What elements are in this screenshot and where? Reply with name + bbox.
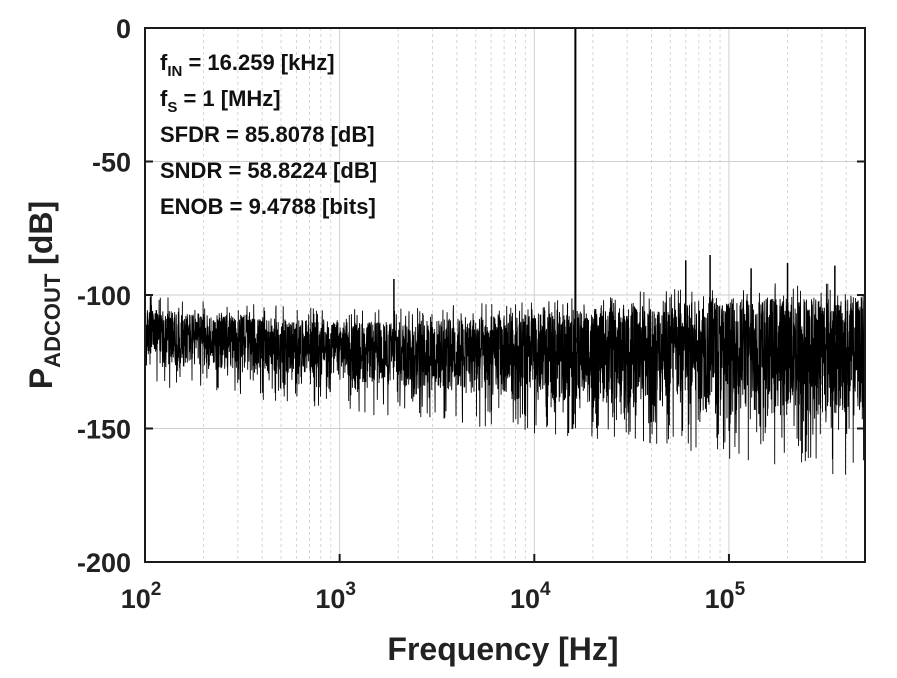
x-axis-ticks: 102 103 104 105 xyxy=(121,554,746,614)
annotation-line: fIN = 16.259 [kHz] xyxy=(160,50,335,80)
annotation-line: fS = 1 [MHz] xyxy=(160,86,281,116)
y-axis-ticks: 0 -50 -100 -150 -200 xyxy=(77,14,865,578)
x-tick-label: 103 xyxy=(315,579,356,614)
y-tick-label: -100 xyxy=(77,281,131,311)
noise-floor-series xyxy=(144,283,866,475)
annotation-line: ENOB = 9.4788 [bits] xyxy=(160,194,376,219)
y-tick-label: -150 xyxy=(77,415,131,445)
x-tick-label: 105 xyxy=(705,579,746,614)
y-tick-label: 0 xyxy=(116,14,131,44)
x-axis-title: Frequency [Hz] xyxy=(387,631,618,667)
spectral-lines xyxy=(393,28,836,344)
grid xyxy=(145,28,865,562)
x-tick-label: 104 xyxy=(510,579,551,614)
metrics-annotation: fIN = 16.259 [kHz] fS = 1 [MHz] SFDR = 85.… xyxy=(160,50,377,219)
x-tick-label: 102 xyxy=(121,579,162,614)
noise-trace xyxy=(144,283,866,475)
y-tick-label: -50 xyxy=(92,148,131,178)
annotation-line: SNDR = 58.8224 [dB] xyxy=(160,158,377,183)
y-tick-label: -200 xyxy=(77,548,131,578)
annotation-line: SFDR = 85.8078 [dB] xyxy=(160,122,375,147)
y-axis-title: PADCOUT [dB] xyxy=(23,201,65,389)
